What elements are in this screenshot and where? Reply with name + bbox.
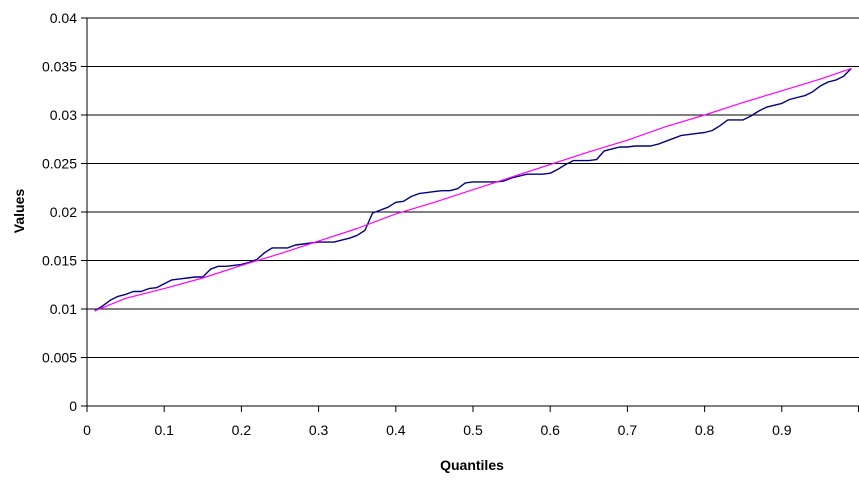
x-tick-label: 0.1 (154, 422, 174, 438)
y-tick-label: 0.005 (42, 350, 77, 366)
y-tick-label: 0.035 (42, 59, 77, 75)
x-tick-label: 0.5 (463, 422, 483, 438)
series-lines (94, 67, 852, 312)
x-tick-labels: 0 0.1 0.2 0.3 0.4 0.5 0.6 0.7 0.8 0.9 (83, 422, 792, 438)
x-tick-label: 0.8 (695, 422, 715, 438)
x-tick-label: 0 (83, 422, 91, 438)
axes (81, 17, 859, 412)
series-line-1 (94, 67, 852, 312)
x-axis-title: Quantiles (440, 457, 504, 473)
x-tick-label: 0.7 (618, 422, 638, 438)
y-tick-label: 0.02 (50, 204, 77, 220)
y-axis-title: Values (11, 189, 27, 234)
y-tick-label: 0.04 (50, 10, 77, 26)
x-tick-label: 0.6 (540, 422, 560, 438)
gridlines (87, 17, 859, 358)
y-tick-label: 0 (69, 398, 77, 414)
x-tick-label: 0.9 (772, 422, 792, 438)
y-tick-label: 0.03 (50, 107, 77, 123)
y-tick-label: 0.025 (42, 156, 77, 172)
x-tick-label: 0.2 (232, 422, 252, 438)
y-tick-label: 0.015 (42, 253, 77, 269)
x-tick-label: 0.3 (309, 422, 329, 438)
y-tick-labels: 0 0.005 0.01 0.015 0.02 0.025 0.03 0.035 0.04 (42, 10, 77, 414)
y-tick-label: 0.01 (50, 301, 77, 317)
series-line-2 (94, 67, 852, 312)
x-tick-label: 0.4 (386, 422, 406, 438)
